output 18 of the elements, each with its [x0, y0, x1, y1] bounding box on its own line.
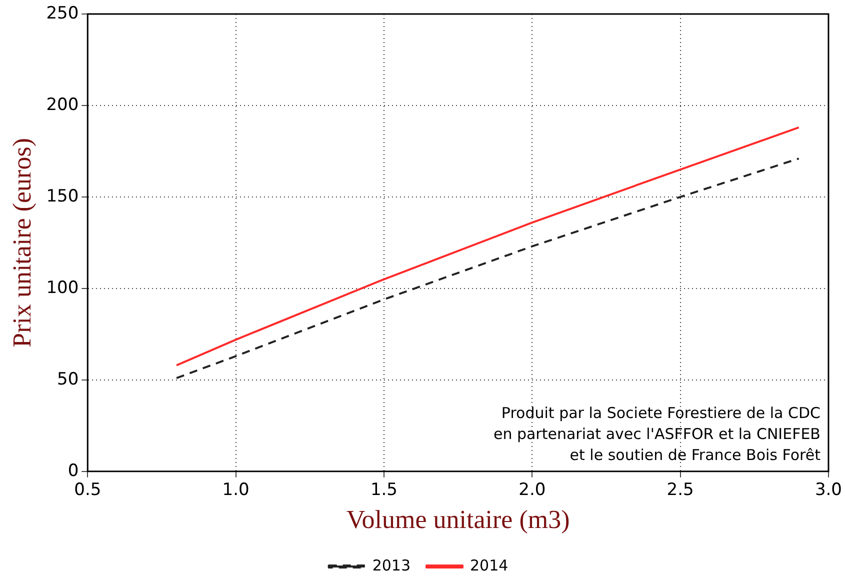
x-tick-label: 2.5 — [666, 480, 694, 500]
x-tick-label: 1.0 — [222, 480, 250, 500]
legend-label: 2014 — [470, 556, 508, 574]
y-tick-label: 0 — [68, 460, 79, 481]
y-tick-label: 50 — [57, 369, 79, 390]
legend-label: 2013 — [372, 556, 411, 574]
y-axis-title: Prix unitaire (euros) — [7, 138, 36, 348]
x-tick-label: 2.0 — [518, 480, 546, 500]
y-tick-label: 200 — [46, 94, 79, 115]
y-tick-label: 150 — [46, 186, 79, 206]
line-series — [176, 158, 800, 380]
x-axis-title: Volume unitaire (m3) — [346, 505, 570, 534]
x-tick-label: 3.0 — [814, 480, 842, 500]
y-tick-label: 250 — [46, 3, 79, 24]
y-tick-label: 100 — [46, 278, 79, 298]
x-tick-label: 0.5 — [74, 480, 102, 500]
annotation: Produit par la Societe Forestiere de la CDC en partenariat avec l'ASFFOR et la CNIEFEB et le soutien de France Bois Forêt — [493, 404, 821, 464]
x-tick-label: 1.5 — [370, 480, 398, 500]
